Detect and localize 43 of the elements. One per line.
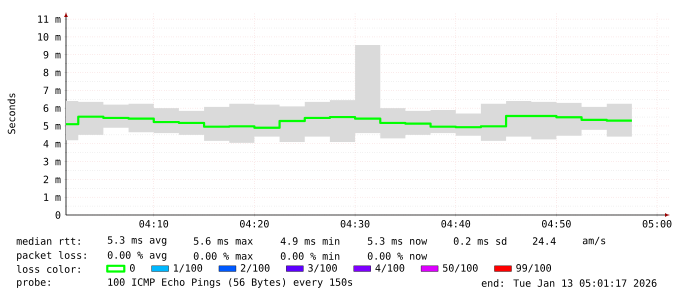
text: 100 ICMP Echo Pings (56 Bytes) every 150s	[108, 278, 352, 288]
x-tick-label: 04:20	[240, 220, 269, 228]
y-tick-label: 5 m	[44, 122, 61, 130]
text: 5.3 ms avg	[108, 236, 166, 246]
text: probe:	[17, 278, 50, 288]
y-tick-label: 7 m	[44, 86, 61, 94]
legend-label: 99/100	[516, 264, 552, 273]
text: 0.00 % min	[280, 252, 340, 260]
x-tick-label: 04:30	[340, 220, 370, 228]
y-tick-label: 0	[56, 211, 60, 219]
y-tick-label: 9 m	[44, 50, 61, 58]
text: am/s	[582, 236, 606, 246]
legend-label: 50/100	[443, 264, 478, 273]
y-tick-label: 6 m	[44, 104, 61, 112]
x-tick-label: 05:00	[642, 220, 672, 228]
x-tick-label: 04:40	[441, 220, 470, 228]
text: end: Tue Jan 13 05:01:17 2026	[482, 279, 656, 287]
y-tick-label: 8 m	[44, 68, 61, 76]
legend-label: 1/100	[174, 264, 202, 273]
text: 0.00 % now	[368, 252, 428, 260]
y-tick-label: 3 m	[44, 158, 61, 166]
y-tick-label: 4 m	[43, 140, 61, 148]
text: 0.00 % avg	[108, 251, 166, 261]
y-tick-label: 2 m	[44, 176, 61, 184]
legend-label: 0	[130, 264, 135, 272]
text: 5.3 ms now	[368, 237, 428, 245]
legend-label: 2/100	[240, 264, 270, 273]
text: 0.2 ms sd	[454, 237, 506, 245]
y-tick-label: 11 m	[38, 15, 61, 23]
y-tick-label: 1 m	[44, 194, 61, 201]
legend-label: 4/100	[375, 264, 404, 273]
text: 24.4	[532, 237, 556, 245]
legend-label: 3/100	[308, 264, 337, 273]
text: 0.00 % max	[194, 252, 253, 260]
y-tick-label: 10 m	[38, 33, 61, 41]
text: packet loss:	[17, 251, 86, 261]
text: 4.9 ms min	[280, 237, 340, 245]
x-tick-label: 04:50	[542, 220, 571, 228]
legend-title: loss color:	[16, 265, 80, 273]
text: 5.6 ms max	[194, 237, 253, 245]
text: median rtt:	[16, 237, 80, 245]
y-axis-title: Seconds	[8, 93, 16, 134]
x-tick-label: 04:10	[139, 220, 168, 228]
